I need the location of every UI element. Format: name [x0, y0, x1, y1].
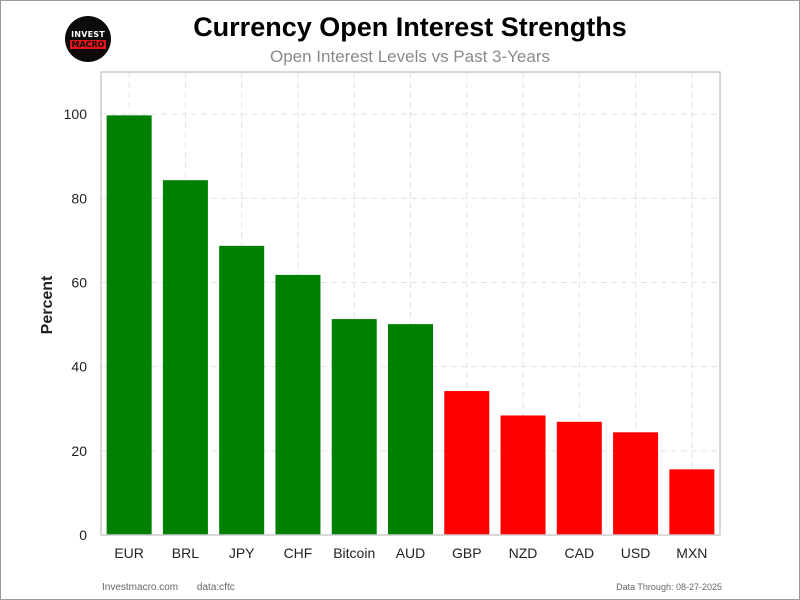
plot-border	[100, 71, 721, 536]
footer-site: Investmacro.com	[102, 582, 179, 593]
x-tick-label: AUD	[396, 545, 426, 561]
footer-left: Investmacro.com data:cftc	[102, 582, 235, 593]
x-tick-labels: EUR BRL JPY CHF Bitcoin AUD GBP NZD CAD USD MXN	[114, 545, 707, 561]
bar-eur	[106, 115, 152, 535]
x-tick-label: Bitcoin	[333, 545, 375, 561]
y-tick-label: 100	[64, 106, 88, 122]
chart-title: Currency Open Interest Strengths	[193, 12, 627, 42]
x-tick-label: CAD	[565, 545, 595, 561]
bar-mxn	[669, 469, 715, 535]
x-tick-label: NZD	[509, 545, 538, 561]
logo-line1: INVEST	[71, 29, 105, 39]
logo-line2: MACRO	[69, 39, 107, 49]
x-tick-label: JPY	[229, 545, 255, 561]
y-tick-label: 80	[71, 190, 87, 206]
y-tick-label: 20	[71, 443, 87, 459]
bar-aud	[387, 324, 434, 535]
bar-gbp	[444, 391, 490, 535]
bar-jpy	[219, 245, 265, 535]
bar-brl	[162, 180, 208, 535]
x-tick-label: CHF	[284, 545, 313, 561]
footer-source: data:cftc	[196, 582, 235, 593]
y-tick-labels: 0 20 40 60 80 100	[64, 106, 88, 543]
bars	[106, 115, 715, 535]
x-tick-label: BRL	[172, 545, 199, 561]
y-tick-label: 0	[79, 527, 87, 543]
y-axis-label: Percent	[39, 275, 56, 334]
x-tick-label: USD	[621, 545, 651, 561]
bar-chf	[275, 274, 321, 535]
x-tick-label: MXN	[676, 545, 707, 561]
footer-date: Data Through: 08-27-2025	[616, 582, 722, 592]
bar-bitcoin	[331, 319, 377, 535]
bar-nzd	[500, 415, 546, 535]
bar-cad	[556, 421, 602, 535]
chart-subtitle: Open Interest Levels vs Past 3-Years	[269, 47, 551, 66]
x-tick-label: EUR	[114, 545, 144, 561]
investmacro-logo: INVEST MACRO	[65, 16, 111, 62]
y-tick-label: 40	[71, 359, 87, 375]
y-tick-label: 60	[71, 274, 87, 290]
x-tick-label: GBP	[452, 545, 482, 561]
bar-usd	[613, 432, 659, 535]
